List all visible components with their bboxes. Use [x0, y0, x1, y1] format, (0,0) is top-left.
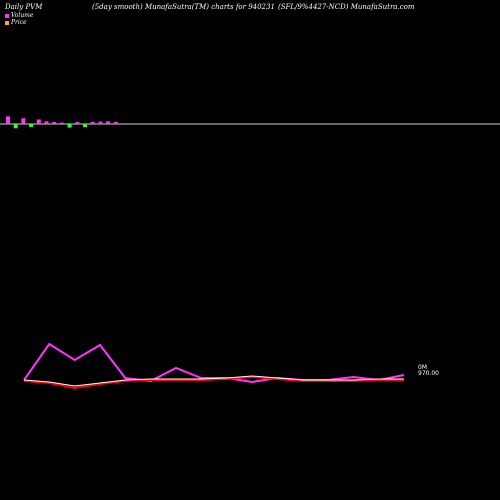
volume-bar: [67, 124, 72, 128]
volume-bar: [98, 121, 103, 124]
volume-bar: [83, 124, 87, 128]
volume-bar: [36, 119, 41, 124]
legend-price-label: Price: [11, 19, 27, 26]
price-line-0: [23, 342, 405, 384]
legend-price: Price: [5, 19, 27, 26]
volume-bar: [52, 121, 57, 124]
symbol-label: (SFL/9%4427-NCD) MunafaSutra.com: [278, 3, 415, 11]
legend-volume-label: Volume: [11, 12, 34, 19]
price-lines: [23, 342, 405, 390]
volume-bar: [59, 122, 64, 124]
price-line-2: [23, 375, 404, 387]
volume-bar: [6, 116, 10, 124]
volume-bar: [106, 121, 111, 124]
volume-axis-tick: 0M: [418, 364, 427, 371]
price-swatch: [5, 20, 9, 25]
volume-swatch: [5, 13, 9, 18]
volume-bar: [113, 121, 118, 124]
chart-title: (5day smooth) MunafaSutra(TM) charts for…: [92, 3, 275, 11]
volume-bar: [29, 124, 34, 127]
price-axis-tick: 970.00: [418, 370, 439, 377]
price-line-1: [23, 375, 404, 390]
volume-bars: [6, 116, 118, 129]
volume-bar: [21, 118, 26, 124]
volume-bar: [90, 121, 95, 124]
volume-bar: [13, 124, 18, 129]
volume-bar: [75, 122, 80, 124]
chart-type-label: Daily PVM: [5, 3, 43, 11]
legend-volume: Volume: [5, 12, 33, 19]
volume-bar: [44, 121, 49, 124]
